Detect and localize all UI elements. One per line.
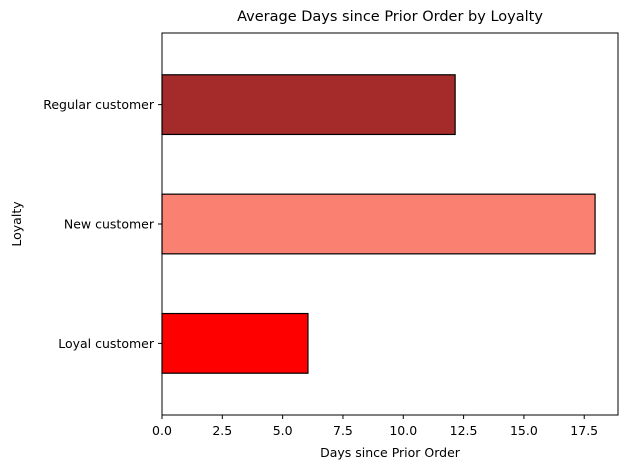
y-tick-label-loyal-customer: Loyal customer xyxy=(58,336,155,351)
x-tick-label-2: 5.0 xyxy=(273,423,293,438)
x-tick-label-7: 17.5 xyxy=(570,423,598,438)
plot-frame xyxy=(161,32,619,416)
x-tick-label-0: 0.0 xyxy=(152,423,172,438)
x-tick-label-5: 12.5 xyxy=(450,423,478,438)
y-axis-label: Loyalty xyxy=(9,201,24,247)
x-tick-label-1: 2.5 xyxy=(212,423,232,438)
axes-layer: Loyal customer New customer Regular custom… xyxy=(43,32,619,438)
x-axis-label: Days since Prior Order xyxy=(320,445,461,460)
bar-new-customer xyxy=(161,193,596,255)
x-tick-label-6: 15.0 xyxy=(510,423,538,438)
y-tick-label-new-customer: New customer xyxy=(64,217,155,232)
chart-title: Average Days since Prior Order by Loyalt… xyxy=(237,9,543,25)
bar-loyal-customer xyxy=(161,312,309,374)
x-tick-label-4: 10.0 xyxy=(389,423,417,438)
x-tick-label-3: 7.5 xyxy=(333,423,353,438)
y-tick-label-regular-customer: Regular customer xyxy=(43,97,155,112)
bar-regular-customer xyxy=(161,74,456,136)
bars-layer xyxy=(161,74,596,374)
